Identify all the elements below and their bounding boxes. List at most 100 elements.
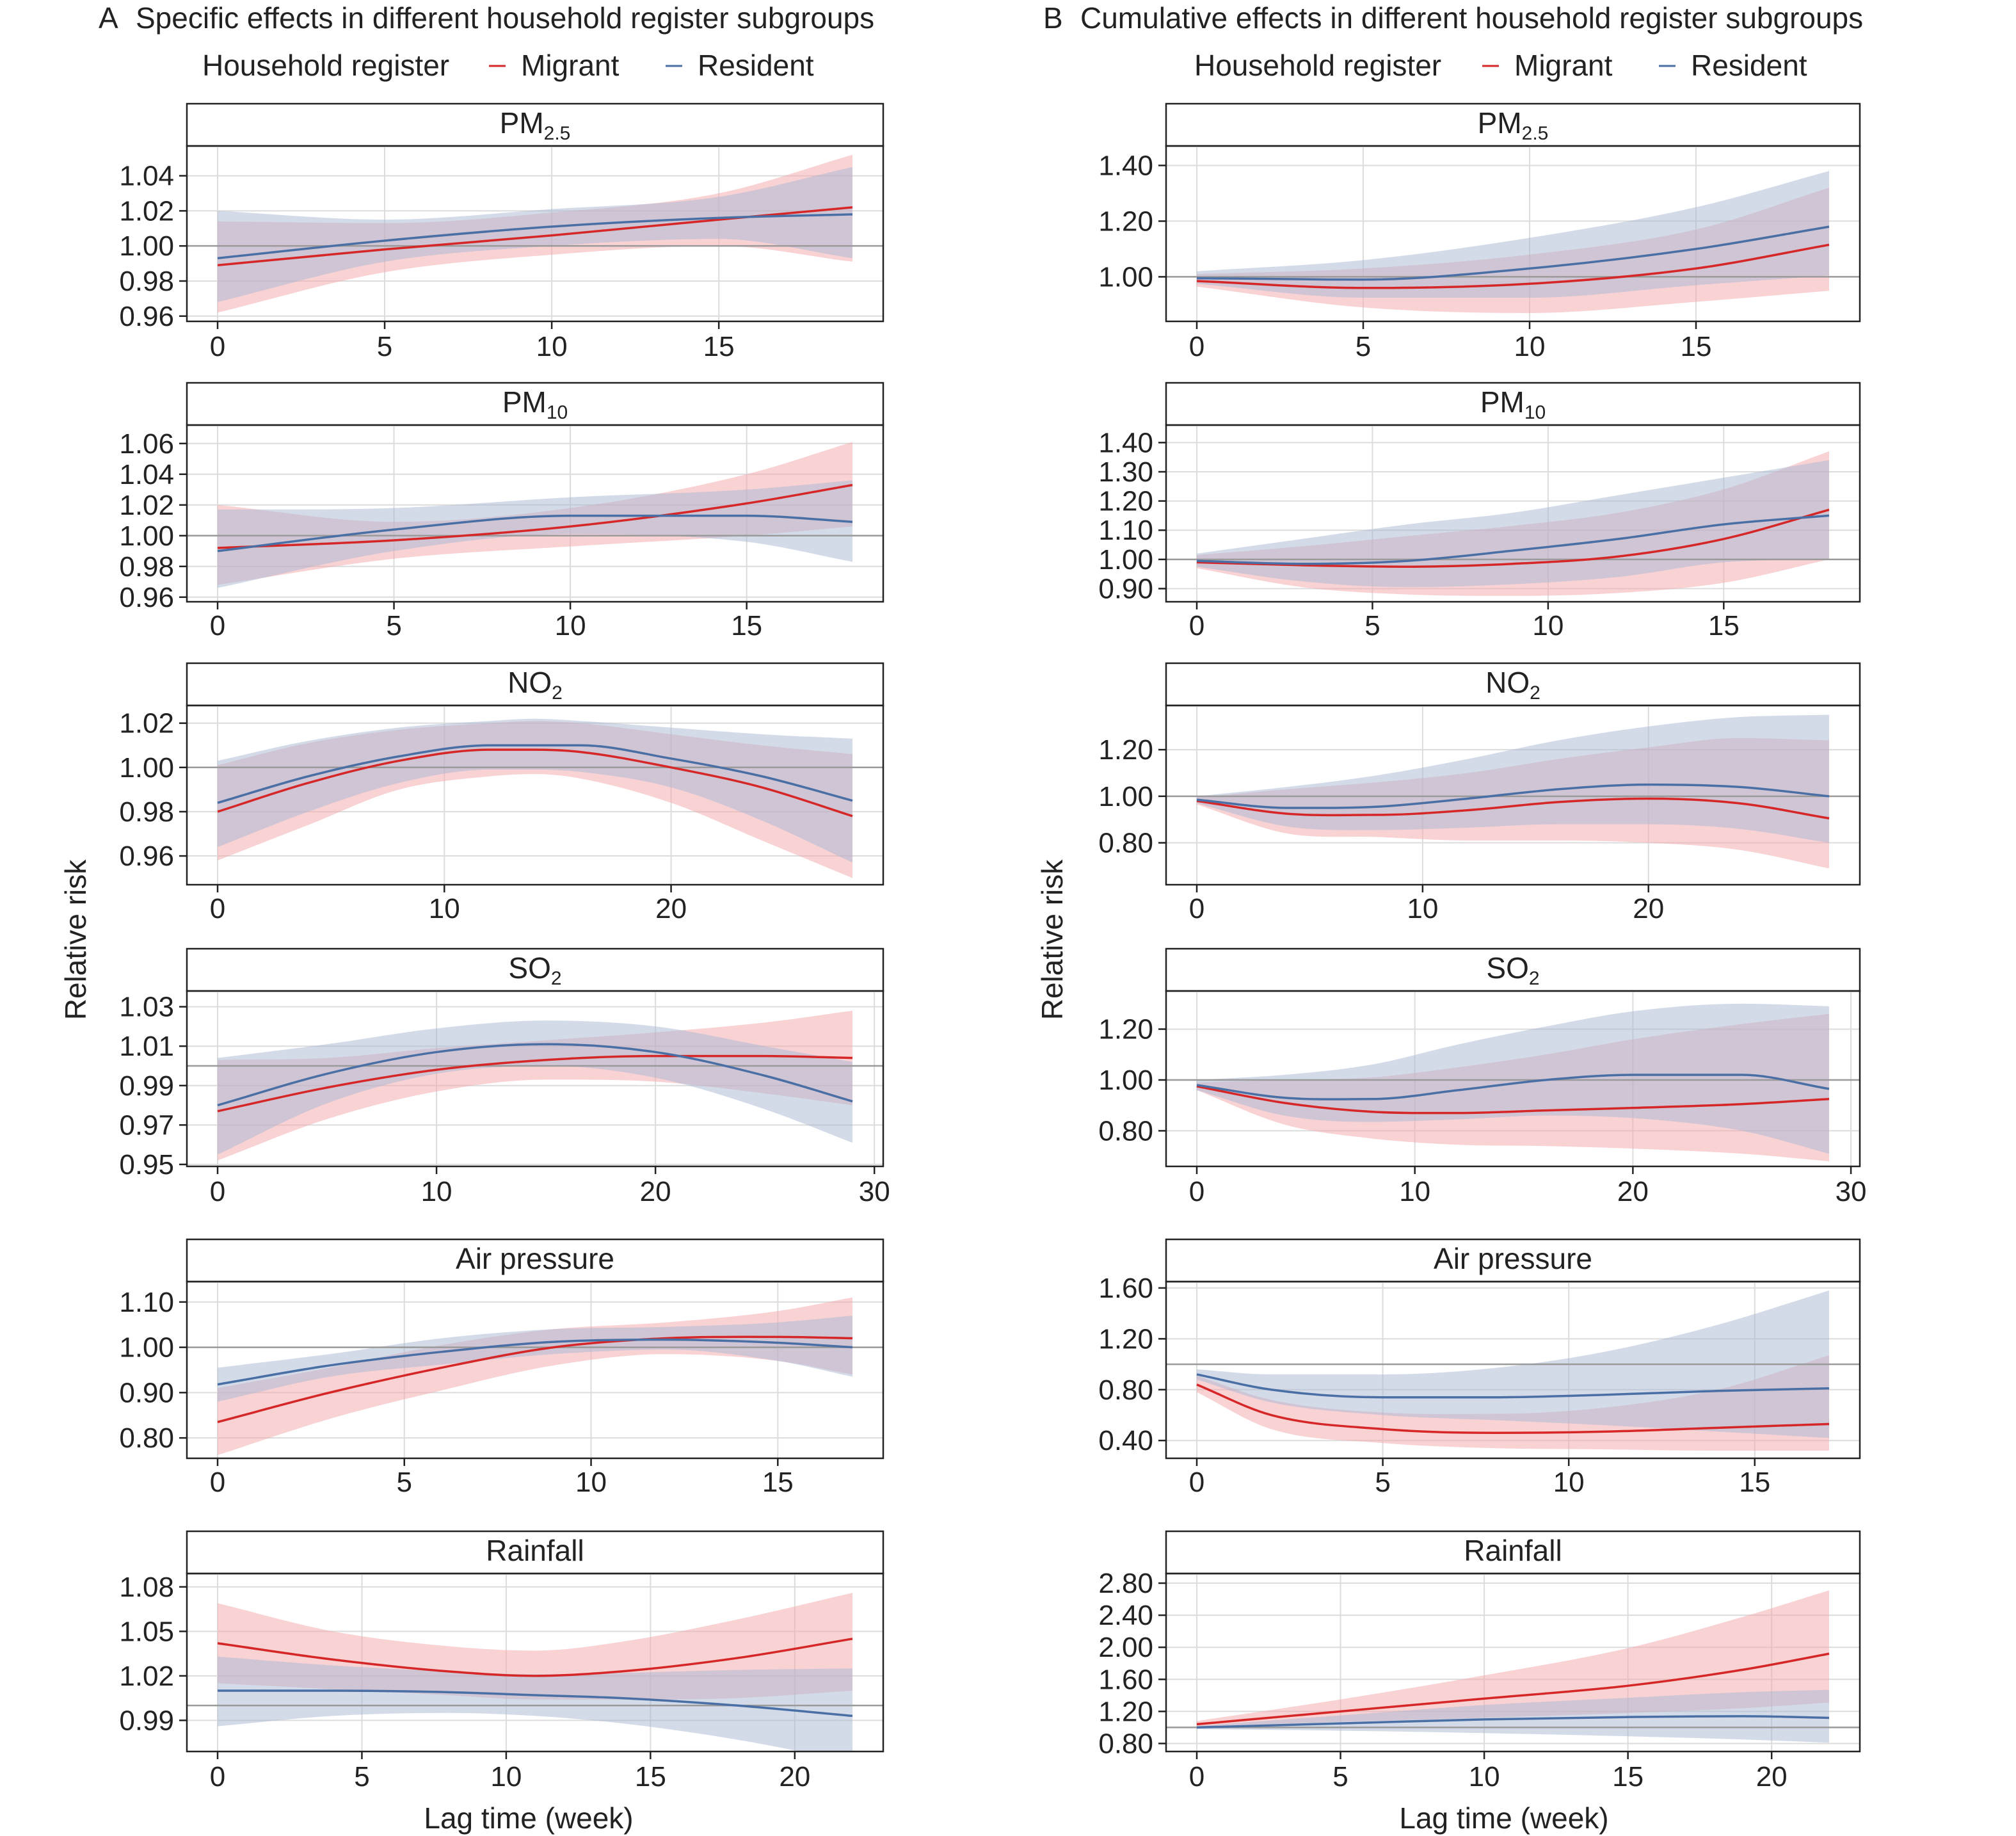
panel-b-pm2-5: PM2.51.001.201.400 5 10 15: [1098, 102, 1861, 362]
panel-frame: [1165, 704, 1861, 886]
x-tick-label: 10: [1532, 610, 1564, 641]
x-tick-label: 5: [1364, 610, 1380, 641]
series-line-migrant: [217, 1054, 853, 1113]
y-tick-label: 1.60: [1098, 1664, 1153, 1695]
y-tick-label: 0.96: [119, 582, 174, 613]
x-tick-label: 10: [1469, 1761, 1500, 1792]
panel-a-pm2-5: PM2.5 0.96 0.98 1.001.021.04 0 5 10 15: [119, 102, 884, 362]
panel-frame: [186, 704, 884, 886]
y-tick-label: 0.80: [1098, 1115, 1153, 1147]
legend-b: Household register Migrant Resident: [1194, 49, 1807, 82]
x-tick-label: 15: [1708, 610, 1740, 641]
x-tick-label: 10: [555, 610, 586, 641]
legend-title: Household register: [202, 49, 449, 82]
x-tick-label: 10: [575, 1467, 607, 1498]
ci-band-resident: [218, 1656, 852, 1751]
x-tick-label: 10: [536, 331, 568, 362]
plot-area: [187, 1010, 883, 1161]
legend-label-migrant: Migrant: [1514, 49, 1613, 82]
y-tick-label: 1.00: [119, 1332, 174, 1364]
series-line-resident: [1196, 225, 1830, 281]
plot-area: [1166, 171, 1860, 313]
panel-strip: [186, 1530, 884, 1575]
y-tick-label: 0.80: [119, 1422, 174, 1454]
series-line-resident: [217, 213, 853, 260]
y-tick-label: 1.00: [119, 230, 174, 262]
x-tick-label: 15: [1681, 331, 1712, 362]
plot-area: [1166, 1590, 1860, 1743]
series-line-migrant: [1196, 797, 1830, 820]
y-tick-label: 2.80: [1098, 1568, 1153, 1599]
y-tick-label: 2.00: [1098, 1632, 1153, 1663]
y-tick-label: 2.40: [1098, 1600, 1153, 1631]
panel-a-air-pressure: Air pressure 0.80 0.90 1.00 1.10 0 5 10 15: [119, 1238, 884, 1498]
x-tick-label: 15: [635, 1761, 666, 1792]
y-tick-label: 1.05: [119, 1616, 174, 1647]
x-tick-label: 10: [1399, 1176, 1430, 1207]
series-line-migrant: [1196, 1383, 1830, 1435]
plot-area: [187, 718, 883, 878]
x-tick-label: 15: [762, 1467, 794, 1498]
y-tick-label: 1.00: [1098, 261, 1153, 293]
x-tick-label: 15: [1739, 1467, 1770, 1498]
panel-frame: [1165, 145, 1861, 323]
plot-area: [187, 1593, 883, 1751]
y-tick-label: 0.99: [119, 1705, 174, 1736]
x-tick-label: 20: [779, 1761, 810, 1792]
y-tick-label: 1.00: [119, 752, 174, 784]
y-tick-label: 1.20: [1098, 486, 1153, 517]
y-tick-label: 0.99: [119, 1070, 174, 1102]
x-tick-label: 30: [1836, 1176, 1867, 1207]
ci-band-resident: [218, 1020, 852, 1155]
y-tick-label: 1.06: [119, 428, 174, 460]
panel-b-air-pressure: Air pressure 0.40 0.80 1.20 1.60 0 5 10 15: [1098, 1238, 1861, 1498]
ci-band-resident: [1197, 1003, 1829, 1154]
x-tick-label: 20: [1633, 893, 1664, 924]
y-tick-label: 1.40: [1098, 150, 1153, 181]
x-axis-label-b: Lag time (week): [1399, 1801, 1608, 1835]
panel-title: PM2.5: [500, 106, 571, 144]
y-tick-label: 1.01: [119, 1031, 174, 1062]
y-tick-label: 1.00: [1098, 1065, 1153, 1096]
y-tick-label: 0.98: [119, 796, 174, 828]
x-tick-label: 20: [640, 1176, 671, 1207]
panel-title: Air pressure: [456, 1242, 614, 1275]
y-tick-label: 0.98: [119, 266, 174, 297]
y-tick-label: 0.90: [119, 1377, 174, 1408]
x-tick-label: 0: [1189, 1761, 1204, 1792]
legend-label-resident: Resident: [1691, 49, 1807, 82]
ci-band-resident: [1197, 1290, 1829, 1438]
y-tick-label: 0.40: [1098, 1425, 1153, 1456]
plot-area: [1166, 1290, 1860, 1451]
x-tick-label: 0: [1189, 331, 1204, 362]
y-tick-label: 1.00: [1098, 544, 1153, 576]
x-tick-label: 30: [859, 1176, 890, 1207]
panel-a-rainfall: Rainfall 0.99 1.02 1.05 1.08 0 5 10 15 20: [119, 1530, 884, 1792]
x-tick-label: 5: [377, 331, 392, 362]
series-line-resident: [1196, 1715, 1830, 1729]
x-tick-label: 0: [1189, 610, 1204, 641]
panel-strip: [186, 947, 884, 992]
series-line-migrant: [1196, 508, 1830, 568]
legend-label-migrant: Migrant: [521, 49, 620, 82]
x-tick-label: 20: [655, 893, 687, 924]
x-tick-label: 10: [429, 893, 460, 924]
series-line-migrant: [217, 1335, 853, 1424]
y-tick-label: 0.80: [1098, 1374, 1153, 1406]
series-line-resident: [217, 744, 853, 804]
x-tick-label: 10: [490, 1761, 522, 1792]
ci-band-resident: [1197, 714, 1829, 843]
panel-title: Air pressure: [1434, 1242, 1592, 1275]
y-tick-label: 1.20: [1098, 734, 1153, 766]
y-tick-label: 0.95: [119, 1149, 174, 1180]
panel-strip: [1165, 1530, 1861, 1575]
y-tick-label: 1.03: [119, 992, 174, 1023]
series-line-resident: [1196, 1373, 1830, 1399]
series-line-migrant: [217, 1638, 853, 1677]
ci-band-resident: [1197, 171, 1829, 298]
series-line-resident: [217, 1338, 853, 1386]
y-tick-label: 1.02: [119, 708, 174, 739]
